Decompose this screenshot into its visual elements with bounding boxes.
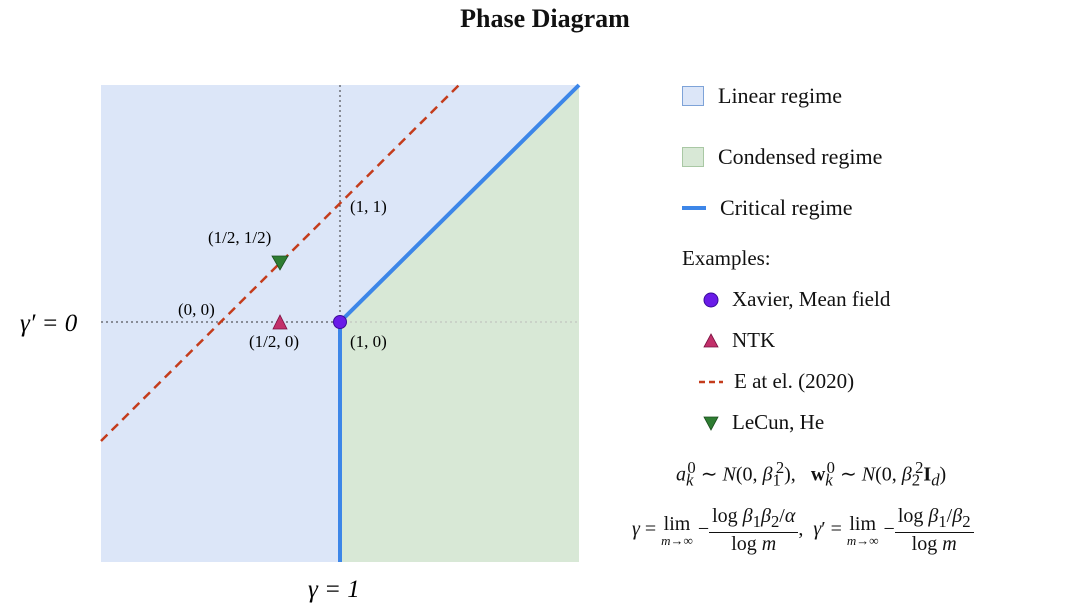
y-axis-label: γ′ = 0 [20, 310, 78, 337]
lim-gamma: lim m→∞ [661, 513, 693, 548]
example-ntk-label: NTK [732, 328, 776, 352]
example-e-et-al-label: E at el. (2020) [734, 369, 855, 393]
legend-condensed: Condensed regime [682, 144, 882, 170]
x-axis-label: γ = 1 [308, 576, 360, 603]
condensed-swatch [682, 147, 704, 167]
dashed-line-marker-icon [699, 380, 723, 383]
legend-critical: Critical regime [682, 195, 853, 221]
e-et-al-line [100, 83, 461, 442]
example-lecun-label: LeCun, He [732, 410, 825, 434]
legend-linear: Linear regime [682, 83, 842, 109]
condensed-region [340, 85, 579, 562]
formula-initialization: ak0 ∼ N(0, β12), wk0 ∼ N(0, β22Id) [676, 458, 947, 490]
example-xavier: Xavier, Mean field [700, 287, 890, 312]
circle-marker-icon [703, 292, 719, 307]
diagram-title: Phase Diagram [460, 4, 630, 33]
frac-gamma-prime: log β1/β2 log m [894, 505, 974, 556]
triangle-up-marker-icon [703, 332, 719, 347]
linear-swatch [682, 86, 704, 106]
triangle-down-marker-icon [703, 416, 719, 431]
example-ntk: NTK [700, 328, 775, 353]
label-point-half-zero: (1/2, 0) [249, 332, 299, 351]
label-point-11: (1, 1) [350, 197, 387, 216]
legend-condensed-label: Condensed regime [718, 144, 883, 169]
frac-gamma: log β1β2/α log m [709, 505, 799, 556]
examples-header-text: Examples: [682, 246, 771, 270]
label-point-10: (1, 0) [350, 332, 387, 351]
label-point-half-half: (1/2, 1/2) [208, 228, 271, 247]
example-lecun: LeCun, He [700, 410, 824, 435]
legend-linear-label: Linear regime [718, 83, 842, 108]
example-xavier-label: Xavier, Mean field [732, 287, 891, 311]
formula-gamma: γ = lim m→∞ − log β1β2/α log m, γ′ = lim m→∞… [632, 505, 974, 556]
xavier-point [333, 315, 347, 329]
label-point-00: (0, 0) [178, 300, 215, 319]
lecun-point [271, 255, 289, 271]
ntk-point [272, 314, 288, 330]
examples-header: Examples: [682, 246, 771, 271]
example-e-et-al: E at el. (2020) [698, 369, 854, 394]
lim-gamma-prime: lim m→∞ [846, 513, 879, 548]
critical-swatch [682, 206, 706, 210]
legend-critical-label: Critical regime [720, 195, 853, 220]
